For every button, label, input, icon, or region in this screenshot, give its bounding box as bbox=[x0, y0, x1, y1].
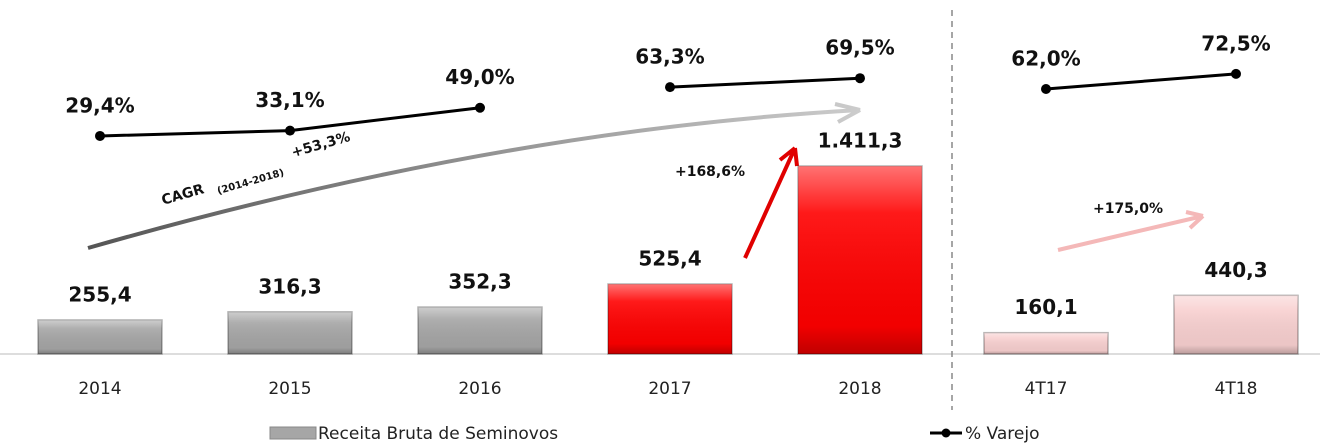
cagr-arrow bbox=[87, 102, 861, 250]
data-label: 49,0% bbox=[445, 65, 514, 89]
data-label: 69,5% bbox=[825, 36, 894, 60]
data-label: 160,1 bbox=[1014, 295, 1077, 319]
data-label: 1.411,3 bbox=[818, 129, 903, 153]
x-tick-label: 2018 bbox=[838, 379, 881, 399]
data-label: 29,4% bbox=[65, 93, 134, 117]
legend-label: % Varejo bbox=[965, 424, 1039, 444]
cagr-value: +53,3% bbox=[290, 129, 352, 161]
line-point bbox=[855, 73, 865, 84]
data-label: 72,5% bbox=[1201, 31, 1270, 55]
bar-shine bbox=[798, 166, 922, 354]
bar-shine bbox=[418, 307, 542, 354]
data-label: 440,3 bbox=[1204, 258, 1267, 282]
growth-arrow bbox=[743, 146, 799, 259]
data-label: 33,1% bbox=[255, 88, 324, 112]
growth-arrow bbox=[1057, 210, 1205, 252]
data-label: 525,4 bbox=[638, 247, 701, 271]
line bbox=[669, 76, 861, 89]
data-label: 255,4 bbox=[68, 282, 131, 306]
bar-shine bbox=[1174, 295, 1298, 354]
line bbox=[1045, 72, 1237, 91]
x-tick-label: 2014 bbox=[78, 379, 121, 399]
legend-swatch bbox=[941, 428, 951, 438]
data-label: 316,3 bbox=[258, 274, 321, 298]
bar-shine bbox=[984, 332, 1108, 354]
x-tick-label: 2017 bbox=[648, 379, 691, 399]
line-point bbox=[285, 125, 295, 136]
line-point bbox=[1041, 84, 1051, 95]
line-point bbox=[475, 102, 485, 113]
legend-label: Receita Bruta de Seminovos bbox=[318, 424, 558, 444]
line-point bbox=[665, 82, 675, 93]
line-point bbox=[95, 130, 105, 141]
bar-shine bbox=[608, 284, 732, 354]
data-label: 352,3 bbox=[448, 270, 511, 294]
x-tick-label: 4T18 bbox=[1215, 379, 1258, 399]
x-tick-label: 2016 bbox=[458, 379, 501, 399]
x-tick-label: 4T17 bbox=[1025, 379, 1068, 399]
data-label: 63,3% bbox=[635, 45, 704, 69]
bar-shine bbox=[38, 319, 162, 354]
cagr-annotation: CAGR (2014-2018) +53,3% bbox=[160, 129, 352, 209]
cagr-period: (2014-2018) bbox=[216, 168, 285, 198]
growth-label: +175,0% bbox=[1093, 201, 1163, 217]
data-label: 62,0% bbox=[1011, 47, 1080, 71]
bar-shine bbox=[228, 311, 352, 354]
legend-swatch bbox=[269, 426, 317, 440]
line-point bbox=[1231, 68, 1241, 79]
x-tick-label: 2015 bbox=[268, 379, 311, 399]
growth-label: +168,6% bbox=[675, 164, 745, 180]
cagr-label: CAGR bbox=[160, 181, 206, 208]
